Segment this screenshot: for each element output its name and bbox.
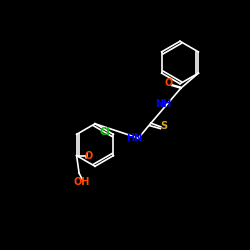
Text: O: O [85,150,93,161]
Text: NH: NH [155,100,172,110]
Text: S: S [160,121,167,130]
Text: Cl: Cl [99,127,110,137]
Text: HN: HN [126,133,143,143]
Text: O: O [164,78,172,88]
Text: OH: OH [74,177,90,187]
